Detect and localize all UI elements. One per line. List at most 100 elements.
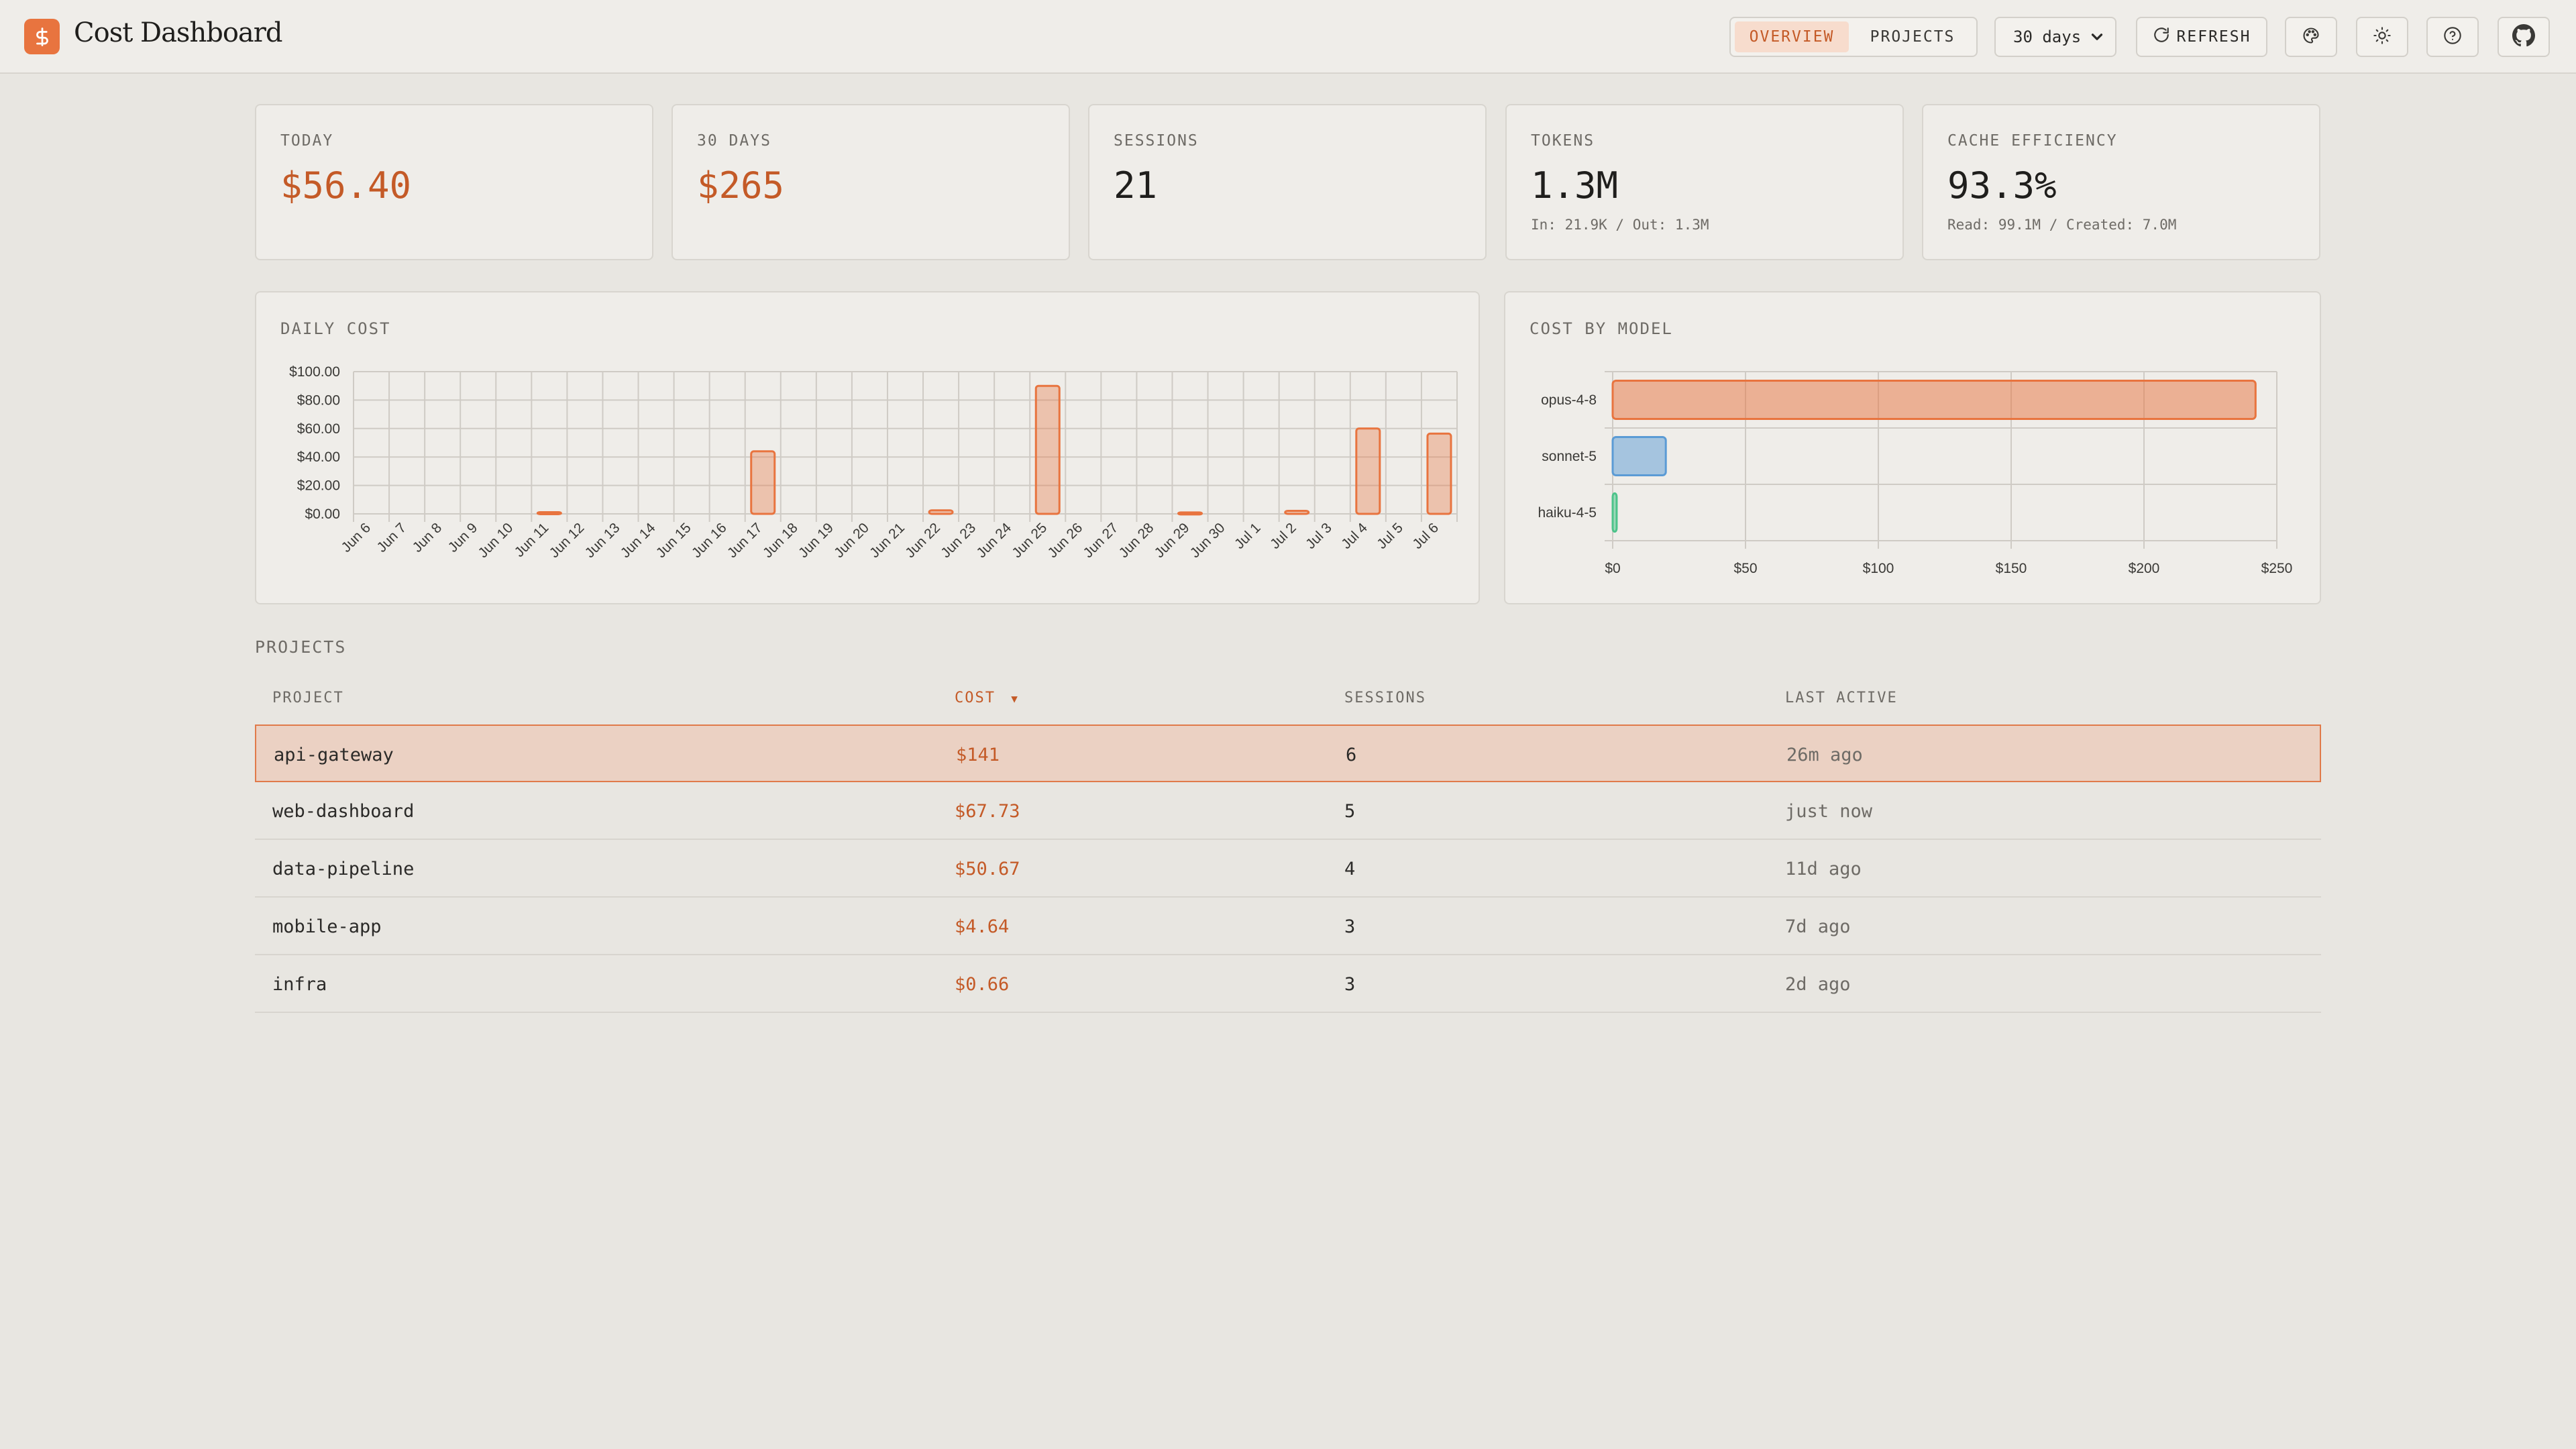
project-sessions: 3 [1344,916,1356,937]
x-tick-label: Jun 18 [760,520,801,561]
x-tick-label: Jul 1 [1232,520,1264,552]
y-tick-label: $100.00 [289,364,340,380]
stat-label: 30 DAYS [697,132,771,150]
y-tick-label: haiku-4-5 [1538,505,1597,521]
y-tick-label: $60.00 [297,421,340,437]
refresh-icon [2153,26,2170,48]
x-tick-label: Jul 4 [1338,520,1371,552]
project-cost: $50.67 [955,859,1020,879]
daily-cost-bar [1355,427,1381,515]
sun-icon [2373,26,2392,48]
stat-card-30-days: 30 DAYS $265 [672,104,1070,260]
column-header-sessions[interactable]: SESSIONS [1344,690,1426,706]
stat-card-cache-efficiency: CACHE EFFICIENCY 93.3% Read: 99.1M / Cre… [1922,104,2320,260]
stat-card-tokens: TOKENS 1.3M In: 21.9K / Out: 1.3M [1505,104,1904,260]
model-cost-bar [1611,435,1667,477]
table-row[interactable]: api-gateway $141 6 26m ago [255,724,2321,782]
column-header-cost-label: COST [955,690,996,706]
stat-card-sessions: SESSIONS 21 [1088,104,1487,260]
project-last-active: 2d ago [1785,974,1851,995]
project-last-active: 26m ago [1786,745,1863,765]
daily-cost-bar [536,511,562,515]
refresh-label: REFRESH [2176,28,2251,46]
github-button[interactable] [2498,17,2550,57]
x-tick-label: Jul 5 [1374,520,1406,552]
x-tick-label: Jun 20 [831,520,872,561]
stat-value: $56.40 [280,164,412,207]
stat-value: 1.3M [1531,164,1619,207]
projects-table: PROJECT COST ▼ SESSIONS LAST ACTIVE api-… [255,671,2321,1013]
x-tick-label: $0 [1605,561,1620,576]
x-tick-label: Jun 16 [689,520,730,561]
project-name: web-dashboard [272,801,415,822]
project-cost: $0.66 [955,974,1010,995]
stat-subtext: In: 21.9K / Out: 1.3M [1531,217,1709,233]
projects-section-title: PROJECTS [255,637,347,657]
help-icon [2443,26,2462,48]
github-icon [2512,24,2535,50]
x-tick-label: Jun 28 [1116,520,1157,561]
table-row[interactable]: mobile-app $4.64 3 7d ago [255,898,2321,955]
x-tick-label: Jun 22 [902,520,943,561]
stat-value: 21 [1114,164,1158,207]
range-select[interactable]: 30 days [1994,17,2116,57]
x-tick-label: Jun 17 [724,520,765,561]
x-tick-label: $100 [1863,561,1894,576]
tab-overview[interactable]: OVERVIEW [1735,21,1849,52]
tab-projects[interactable]: PROJECTS [1870,28,1955,46]
stat-subtext: Read: 99.1M / Created: 7.0M [1947,217,2177,233]
refresh-button[interactable]: REFRESH [2136,17,2267,57]
x-tick-label: Jun 19 [796,520,837,561]
x-tick-label: Jun 6 [338,520,374,555]
x-tick-label: Jun 26 [1045,520,1086,561]
x-tick-label: Jun 12 [547,520,588,561]
y-tick-label: opus-4-8 [1541,392,1597,408]
daily-cost-bar [750,450,776,515]
x-tick-label: Jun 14 [618,520,659,561]
column-header-project[interactable]: PROJECT [272,690,344,706]
project-sessions: 6 [1346,745,1357,765]
view-toggle: OVERVIEW PROJECTS [1729,17,1978,57]
project-last-active: 7d ago [1785,916,1851,937]
cost-by-model-panel: COST BY MODEL $0 $50 $100 $150 $200 $250 opus-… [1504,291,2321,604]
daily-cost-bar [1034,384,1061,515]
table-row[interactable]: data-pipeline $50.67 4 11d ago [255,840,2321,898]
x-tick-label: Jun 11 [512,520,552,560]
y-tick-label: $40.00 [297,449,340,465]
cost-by-model-title: COST BY MODEL [1529,319,1673,338]
x-tick-label: Jun 24 [973,520,1014,561]
chevron-down-icon [2088,28,2106,50]
palette-icon [2302,26,2320,48]
stat-value: 93.3% [1947,164,2057,207]
x-tick-label: Jun 23 [938,520,979,561]
x-tick-label: Jun 7 [374,520,410,555]
model-cost-bar [1611,492,1618,533]
x-tick-label: Jun 29 [1152,520,1193,561]
project-last-active: just now [1785,801,1873,822]
daily-cost-bar [1284,510,1310,515]
sort-desc-icon: ▼ [1011,692,1019,705]
project-last-active: 11d ago [1785,859,1862,879]
x-tick-label: Jul 3 [1303,520,1335,552]
column-header-cost[interactable]: COST ▼ [955,690,1019,706]
y-tick-label: $0.00 [305,506,340,522]
x-tick-label: $200 [2129,561,2160,576]
stat-label: TODAY [280,132,334,150]
daily-cost-bar [1177,511,1203,516]
x-tick-label: Jun 13 [582,520,623,561]
theme-palette-button[interactable] [2285,17,2337,57]
y-tick-label: $20.00 [297,478,340,494]
top-bar: Cost Dashboard OVERVIEW PROJECTS 30 days… [0,0,2576,74]
theme-toggle-button[interactable] [2356,17,2408,57]
project-name: api-gateway [274,745,394,765]
project-sessions: 3 [1344,974,1356,995]
column-header-last-active[interactable]: LAST ACTIVE [1785,690,1898,706]
project-sessions: 4 [1344,859,1356,879]
table-header: PROJECT COST ▼ SESSIONS LAST ACTIVE [255,671,2321,724]
daily-cost-chart: $0.00 $20.00 $40.00 $60.00 $80.00 $100.00 Jun … [289,364,1458,561]
table-row[interactable]: web-dashboard $67.73 5 just now [255,782,2321,840]
help-button[interactable] [2426,17,2479,57]
table-row[interactable]: infra $0.66 3 2d ago [255,955,2321,1013]
x-tick-label: Jun 8 [410,520,445,555]
app-title: Cost Dashboard [74,17,282,48]
